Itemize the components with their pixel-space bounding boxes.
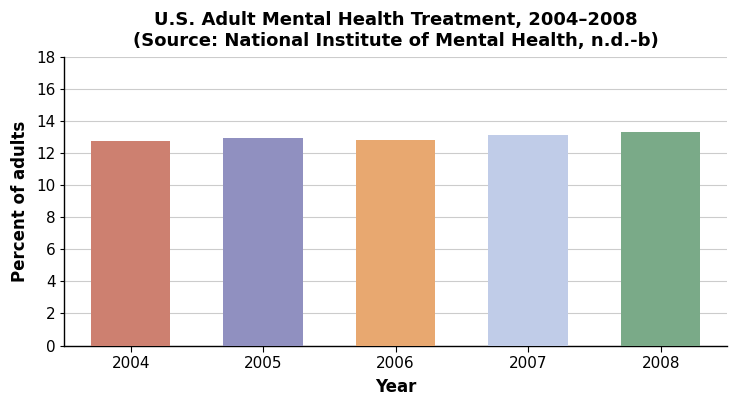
Bar — [224, 138, 303, 346]
Bar — [621, 131, 700, 346]
Bar — [489, 135, 568, 346]
Y-axis label: Percent of adults: Percent of adults — [11, 120, 29, 282]
X-axis label: Year: Year — [375, 378, 416, 396]
Title: U.S. Adult Mental Health Treatment, 2004–2008
(Source: National Institute of Men: U.S. Adult Mental Health Treatment, 2004… — [133, 11, 658, 50]
Bar — [356, 140, 435, 346]
Bar — [91, 141, 170, 346]
